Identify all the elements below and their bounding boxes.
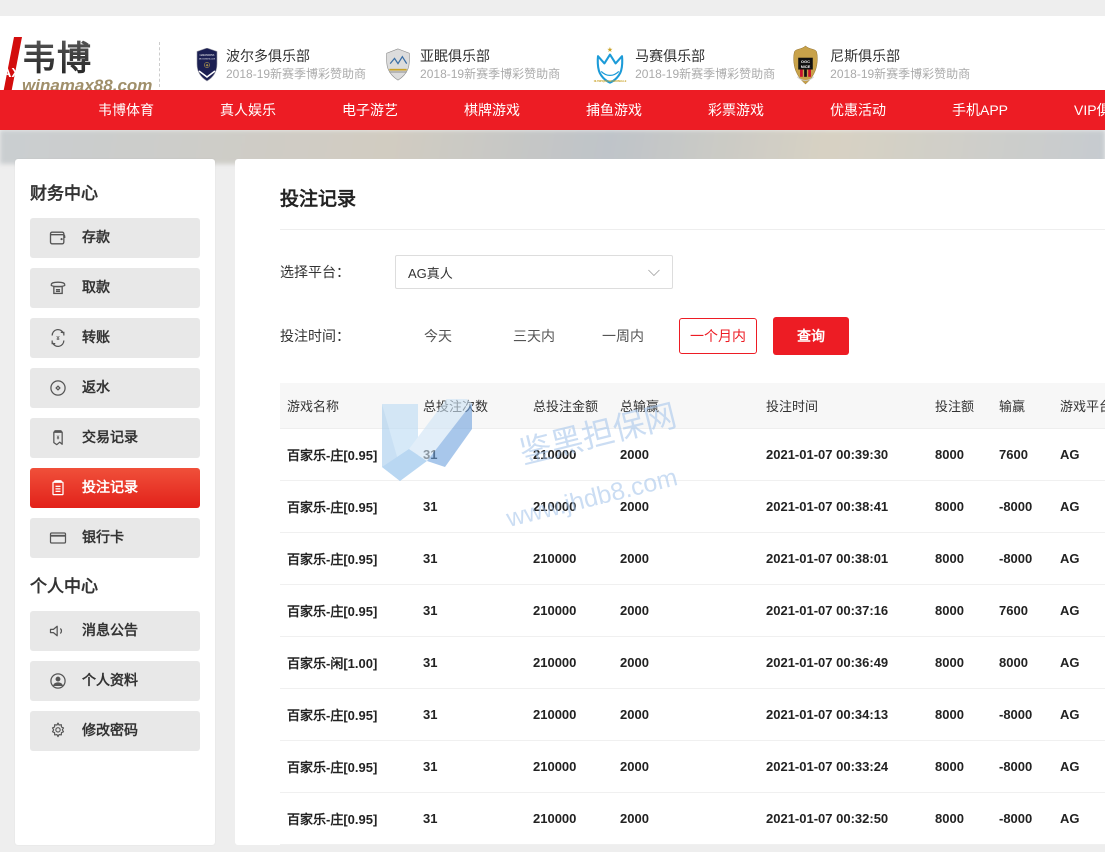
- svg-text:OLYMPIQUE DE MARSEILLE: OLYMPIQUE DE MARSEILLE: [594, 79, 627, 82]
- svg-text:DE BORDEAUX: DE BORDEAUX: [199, 57, 216, 60]
- svg-text:NICE: NICE: [801, 64, 811, 69]
- svg-text:✥: ✥: [206, 63, 209, 67]
- svg-text:¥: ¥: [56, 336, 60, 342]
- svg-text:GIRONDINS: GIRONDINS: [200, 54, 215, 57]
- svg-text:★: ★: [607, 47, 613, 53]
- svg-text:AX: AX: [2, 65, 20, 80]
- svg-text:¥: ¥: [57, 435, 60, 441]
